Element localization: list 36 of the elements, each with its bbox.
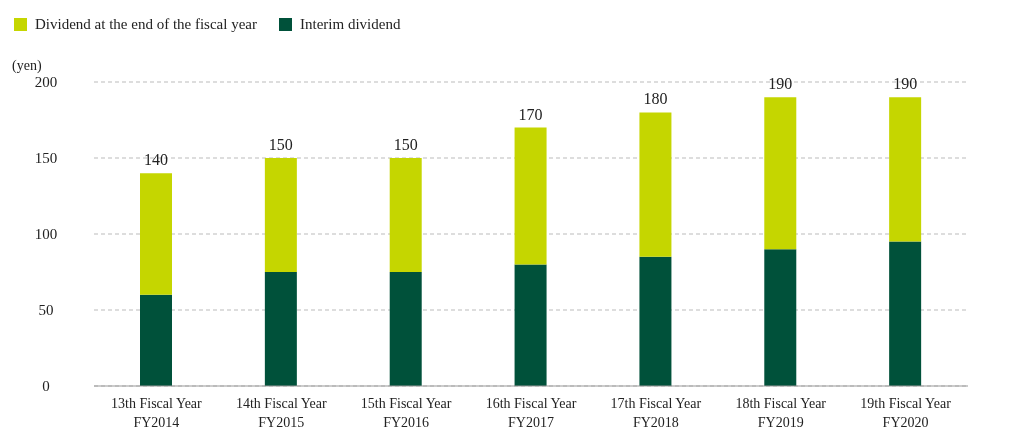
y-axis-title: (yen) (12, 58, 42, 74)
y-tick-label: 0 (42, 378, 50, 394)
y-tick-label: 100 (34, 226, 58, 242)
total-label: 190 (768, 75, 793, 93)
total-label: 180 (643, 90, 668, 108)
bar (889, 241, 922, 386)
bar (639, 112, 672, 257)
bar (140, 173, 172, 295)
legend-label: Interim dividend (300, 16, 401, 33)
x-tick-label: 18th Fiscal Year FY2019 (735, 396, 827, 430)
total-label: 170 (518, 105, 543, 123)
bar (764, 97, 797, 250)
bar (264, 158, 297, 272)
total-label: 190 (893, 75, 918, 93)
total-label: 140 (144, 151, 168, 169)
legend-label: Dividend at the end of the fiscal year (35, 16, 257, 33)
bar (389, 158, 422, 272)
bar (264, 272, 297, 386)
y-tick-label: 50 (38, 302, 54, 318)
x-tick-label: 13th Fiscal Year FY2014 (111, 396, 203, 430)
y-tick-label: 200 (34, 74, 58, 90)
x-tick-label: 17th Fiscal Year FY2018 (610, 396, 702, 430)
total-label: 150 (268, 136, 293, 153)
bar (764, 249, 797, 386)
bar (514, 264, 547, 386)
bar (514, 127, 547, 265)
y-tick-label: 150 (34, 150, 58, 166)
x-tick-label: 14th Fiscal Year FY2015 (235, 396, 327, 430)
bar (140, 294, 172, 386)
x-tick-label: 19th Fiscal Year FY2020 (860, 396, 952, 430)
x-tick-label: 16th Fiscal Year FY2017 (485, 396, 577, 430)
x-tick-label: 15th Fiscal Year FY2016 (360, 396, 452, 430)
bar (889, 97, 922, 242)
bar (389, 272, 422, 386)
bar (639, 256, 672, 386)
total-label: 150 (393, 136, 418, 153)
